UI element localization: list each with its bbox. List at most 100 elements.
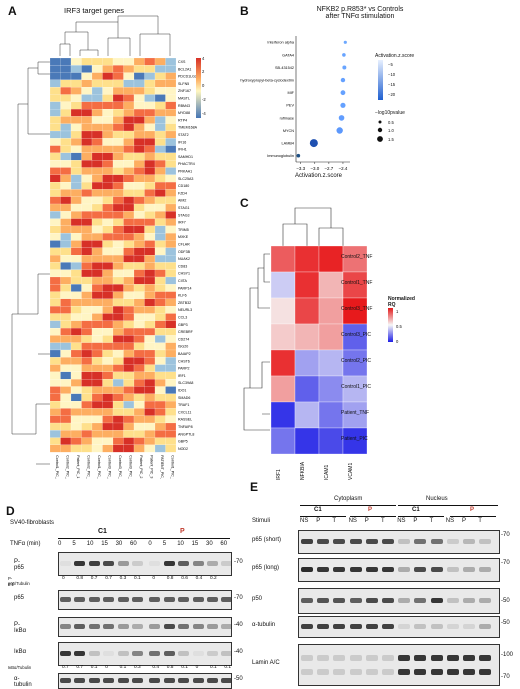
heatmap-a-cell [112, 284, 124, 292]
heatmap-a-cell [133, 371, 145, 380]
heatmap-a-cell [91, 276, 103, 285]
heatmap-a-cell [70, 116, 82, 124]
heatmap-c-cell [294, 401, 320, 429]
heatmap-c-cell [342, 297, 368, 325]
gene-label: CXS [178, 60, 186, 64]
e-cytoplasm: Cytoplasm [334, 496, 363, 502]
heatmap-a-cell [165, 328, 177, 336]
d-mw: -40 [234, 622, 243, 628]
heatmap-a-cell [102, 101, 114, 110]
heatmap-a-cell [154, 342, 166, 351]
d-band [149, 651, 161, 656]
gene-label: MASTL [178, 97, 190, 101]
heatmap-a-cell [112, 218, 124, 226]
d-ratio-value: 0.7 [62, 665, 69, 670]
heatmap-a-cell [81, 196, 93, 205]
d-ratio-value: 0 [195, 665, 199, 670]
heatmap-c-cell [294, 297, 320, 325]
e-band [333, 567, 346, 572]
heatmap-c-cell [318, 245, 344, 273]
heatmap-a-cell [102, 138, 114, 146]
heatmap-a-cell [144, 291, 156, 299]
heatmap-a-cell [49, 386, 61, 394]
heatmap-a-cell [144, 174, 156, 183]
heatmap-a-cell [81, 87, 93, 95]
heatmap-a-cell [81, 313, 93, 321]
heatmap-a-cell [112, 415, 124, 424]
heatmap-a-cell [133, 276, 145, 285]
e-band [463, 624, 475, 629]
e-band [398, 655, 411, 661]
heatmap-a-cell [91, 87, 103, 95]
heatmap-a-cell [154, 101, 166, 110]
gene-label: MXKE [178, 235, 189, 239]
heatmap-a-cell [91, 138, 103, 146]
heatmap-a-cell [144, 430, 156, 438]
d-ratio-value: 0.5 [166, 665, 174, 670]
heatmap-a-cell [60, 101, 72, 110]
gene-label: CHSY1 [178, 272, 190, 276]
heatmap-a-cell [49, 145, 61, 153]
heatmap-a-cell [133, 101, 145, 110]
b-axes [295, 36, 350, 164]
heatmap-a-cell [165, 94, 177, 102]
d-band [207, 561, 218, 566]
e-stimulus: T [478, 518, 482, 524]
heatmap-a-cell [102, 211, 114, 219]
b-point [309, 139, 318, 148]
heatmap-a-cell [123, 211, 135, 219]
e-line [398, 516, 444, 517]
heatmap-a-cell [112, 101, 124, 110]
heatmap-a-cell [112, 240, 124, 248]
gene-label: TMEM168A [178, 126, 198, 130]
b-point [296, 153, 301, 158]
heatmap-a-cell [165, 371, 177, 380]
b-point-label: MIF [287, 91, 294, 95]
heatmap-a-cell [91, 94, 103, 102]
heatmap-a-cell [70, 284, 82, 292]
e-band [333, 655, 346, 661]
heatmap-c-cells [270, 245, 368, 455]
d-band [74, 561, 86, 566]
heatmap-a-cell [144, 196, 156, 205]
e-mw: -50 [501, 620, 510, 626]
heatmap-a-cell [144, 189, 156, 197]
heatmap-a-cell [144, 87, 156, 95]
heatmap-a-cell [91, 408, 103, 416]
heatmap-a-cell [112, 109, 124, 117]
heatmap-a-cell [112, 444, 124, 453]
gene-label: CREBRF [178, 330, 194, 334]
heatmap-a-cell [91, 291, 103, 299]
heatmap-a-cell [81, 401, 93, 409]
e-band [333, 598, 346, 603]
d-mw: -70 [234, 559, 243, 565]
heatmap-a-cell [91, 225, 103, 234]
heatmap-a-cell [154, 79, 166, 88]
heatmap-a-cell [154, 401, 166, 409]
d-band [74, 678, 86, 683]
heatmap-a-cell [133, 415, 145, 424]
heatmap-a-cell [123, 269, 135, 278]
heatmap-c-cell [270, 297, 296, 325]
e-band [365, 539, 378, 544]
d-ratio-value: 0.4 [195, 576, 203, 581]
panel-a-label: A [8, 4, 17, 18]
e-line [300, 516, 346, 517]
heatmap-a-cell [123, 65, 135, 73]
heatmap-a-cell [123, 87, 135, 95]
heatmap-a-cell [81, 430, 93, 438]
gene-label: SAMHD1 [178, 155, 193, 159]
heatmap-a-cell [70, 225, 82, 234]
heatmap-a-cell [60, 393, 72, 402]
gene-label: CIITA [178, 279, 188, 283]
heatmap-a-cell [60, 262, 72, 270]
heatmap-c-cell [318, 271, 344, 299]
heatmap-a-cell [81, 255, 93, 263]
heatmap-a-cell [133, 116, 145, 124]
c-row-label: Control2_TNF [341, 254, 373, 260]
heatmap-a-cell [112, 393, 124, 402]
heatmap-a-cell [91, 130, 103, 139]
heatmap-c-cell [270, 323, 296, 351]
heatmap-a-cell [60, 276, 72, 285]
panel-c-label: C [240, 196, 249, 210]
